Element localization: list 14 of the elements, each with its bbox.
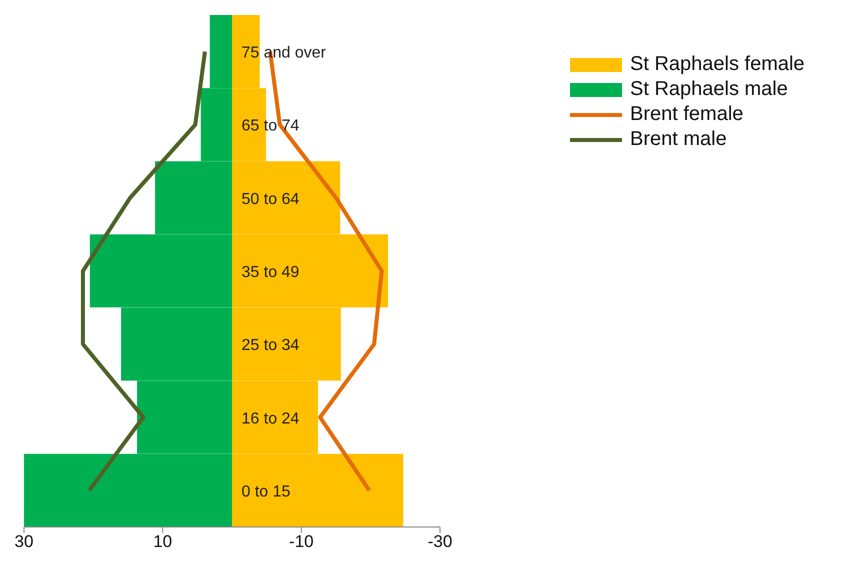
x-tick-label: -30 (428, 532, 452, 552)
y-tick-label: 35 to 49 (242, 264, 300, 281)
y-tick-label: 0 to 15 (242, 483, 291, 500)
y-tick-label: 16 to 24 (242, 410, 300, 428)
legend-label: St Raphaels female (630, 53, 805, 76)
legend-label: St Raphaels male (630, 78, 788, 101)
y-tick-label: 50 to 64 (242, 190, 300, 208)
x-tick-label: -10 (289, 532, 314, 552)
y-tick-label: 25 to 34 (242, 337, 300, 354)
legend-label: Brent female (630, 103, 744, 126)
x-tick-label: 30 (14, 532, 34, 552)
y-tick-label: 75 and over (242, 44, 327, 62)
x-tick-label: 10 (153, 532, 172, 552)
legend-label: Brent male (630, 128, 727, 151)
